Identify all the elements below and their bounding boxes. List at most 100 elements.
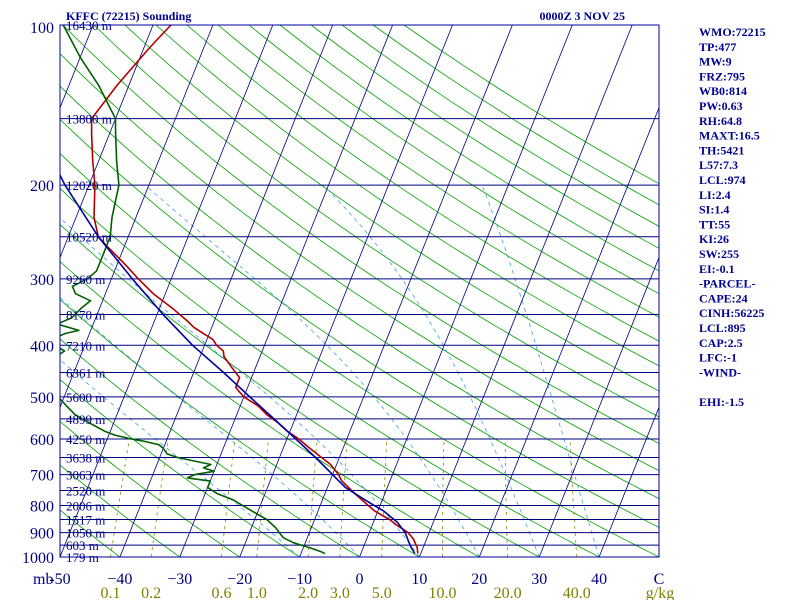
unit-mb-label: mb [33, 571, 53, 588]
mixing-ratio-label: 2.0 [298, 585, 318, 600]
index-line: CINH:56225 [699, 306, 764, 320]
height-label: 8170 m [66, 307, 105, 322]
pressure-label: 500 [30, 390, 54, 407]
dry-adiabat [62, 25, 659, 444]
index-line: -WIND- [699, 365, 741, 379]
temperature-tick-label: C [654, 571, 665, 588]
index-line: L57:7.3 [699, 158, 738, 172]
moist-adiabat [145, 184, 480, 557]
height-label: 3638 m [66, 450, 105, 465]
height-label: 13800 m [66, 112, 112, 127]
mixing-ratio-label: 3.0 [330, 585, 350, 600]
index-line: WMO:72215 [699, 25, 766, 39]
height-label: 603 m [66, 538, 99, 553]
temperature-tick-label: 40 [591, 571, 607, 588]
index-line: FRZ:795 [699, 69, 745, 83]
index-line: KI:26 [699, 232, 729, 246]
profiles [60, 25, 419, 555]
temperature-tick-label: 0 [356, 571, 364, 588]
height-label: 1050 m [66, 526, 105, 541]
mixing-ratio-label: 40.0 [563, 585, 591, 600]
height-label: 5600 m [66, 390, 105, 405]
index-line: MAXT:16.5 [699, 129, 760, 143]
temperature-tick-label: 20 [471, 571, 487, 588]
height-label: 4899 m [66, 412, 105, 427]
pressure-label: 800 [30, 498, 54, 515]
isotherm [0, 25, 33, 557]
isotherm [239, 25, 453, 557]
index-line: TP:477 [699, 40, 736, 54]
mixing-ratio-line [256, 438, 269, 557]
pressure-label: 700 [30, 468, 54, 485]
height-label: 3063 m [66, 468, 105, 483]
mixing-ratio-label: 20.0 [494, 585, 522, 600]
pressure-label: 100 [30, 20, 54, 37]
index-line: RH:64.8 [699, 114, 742, 128]
isotherm [419, 25, 633, 557]
plot-frame [59, 24, 660, 558]
index-line: EI:-0.1 [699, 262, 735, 276]
parcel-trace [60, 173, 416, 554]
mixing-ratio-line [110, 438, 130, 557]
isotherm [598, 406, 659, 557]
grid [0, 25, 659, 557]
isotherm [119, 25, 334, 557]
temperature-tick-label: −30 [167, 571, 192, 588]
mixing-ratio-line [150, 438, 169, 557]
dry-adiabat [60, 85, 659, 500]
height-label: 6361 m [66, 366, 105, 381]
valid-time: 0000Z 3 NOV 25 [540, 9, 625, 23]
temperature-trace [90, 25, 419, 554]
height-label: 2006 m [66, 498, 105, 513]
temperature-tick-label: 10 [411, 571, 427, 588]
isotherm [60, 25, 154, 259]
chart-title: KFFC (72215) Sounding [66, 9, 191, 23]
mixing-ratio-label: 0.1 [100, 585, 120, 600]
isotherm [538, 256, 659, 557]
mixing-ratio-line [381, 438, 388, 557]
height-label: 10520 m [66, 230, 112, 245]
temperature-tick-label: -50 [49, 571, 70, 588]
pressure-label: 1000 [22, 550, 54, 567]
mixing-ratio-line [569, 438, 578, 557]
index-line: TT:55 [699, 217, 730, 231]
index-line: LFC:-1 [699, 351, 737, 365]
index-line: LCL:974 [699, 173, 746, 187]
index-panel: WMO:72215TP:477MW:9FRZ:795WB0:814PW:0.63… [699, 25, 766, 409]
index-line: -PARCEL- [699, 277, 755, 291]
moist-adiabat [323, 184, 540, 557]
temperature-tick-label: 30 [531, 571, 547, 588]
mixing-ratio-label: 1.0 [247, 585, 267, 600]
dry-adiabat [60, 53, 659, 472]
mixing-ratio-label: 10.0 [428, 585, 456, 600]
index-line: WB0:814 [699, 84, 747, 98]
isotherm [478, 106, 659, 557]
pressure-label: 600 [30, 432, 54, 449]
dry-adiabat [93, 25, 659, 418]
height-label: 9260 m [66, 272, 105, 287]
dry-adiabat [60, 299, 420, 557]
mixing-unit-label: g/kg [646, 585, 674, 600]
temperature-tick-label: −10 [287, 571, 312, 588]
pressure-label: 900 [30, 526, 54, 543]
index-line: MW:9 [699, 55, 732, 69]
mixing-ratio-line [339, 438, 348, 557]
index-line: TH:5421 [699, 143, 744, 157]
moist-adiabat [481, 184, 600, 557]
pressure-label: 200 [30, 178, 54, 195]
index-line: LCL:895 [699, 321, 746, 335]
isotherm [179, 25, 393, 557]
isotherm [299, 25, 513, 557]
mixing-ratio-label: 0.2 [141, 585, 161, 600]
height-label: 1517 m [66, 512, 105, 527]
height-label: 4250 m [66, 432, 105, 447]
isotherm [60, 25, 274, 557]
height-label: 7210 m [66, 338, 105, 353]
index-line: PW:0.63 [699, 99, 743, 113]
index-line: LI:2.4 [699, 188, 731, 202]
temperature-tick-label: −40 [107, 571, 132, 588]
height-label: 2520 m [66, 484, 105, 499]
dewpoint-trace [60, 25, 326, 555]
